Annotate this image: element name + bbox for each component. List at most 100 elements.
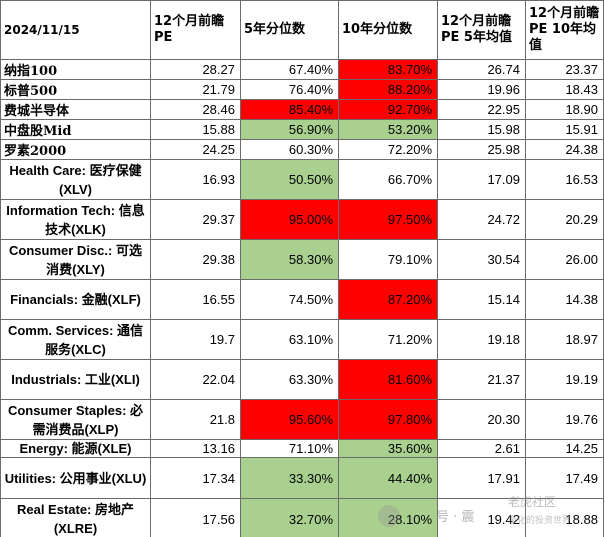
row-name: 纳指100: [0, 59, 151, 80]
cell-5y-percentile: 63.10%: [240, 319, 339, 360]
cell-forward-pe: 16.55: [150, 279, 241, 320]
cell-forward-pe: 28.27: [150, 59, 241, 80]
cell-10y-average: 19.19: [525, 359, 604, 400]
row-name: 标普500: [0, 79, 151, 100]
cell-10y-average: 23.37: [525, 59, 604, 80]
cell-forward-pe: 29.38: [150, 239, 241, 280]
cell-5y-average: 24.72: [437, 199, 526, 240]
row-name: Real Estate: 房地产(XLRE): [0, 498, 151, 537]
cell-10y-percentile: 92.70%: [338, 99, 438, 120]
cell-5y-percentile: 71.10%: [240, 439, 339, 458]
table-row: Real Estate: 房地产(XLRE) 17.56 32.70% 28.10% 1…: [0, 498, 604, 537]
header-5y-percentile: 5年分位数: [240, 0, 339, 60]
cell-5y-average: 21.37: [437, 359, 526, 400]
cell-10y-percentile: 87.20%: [338, 279, 438, 320]
cell-10y-average: 16.53: [525, 159, 604, 200]
cell-5y-average: 19.18: [437, 319, 526, 360]
cell-5y-percentile: 63.30%: [240, 359, 339, 400]
table-row: Consumer Disc.: 可选消费(XLY) 29.38 58.30% 79.1…: [0, 239, 604, 280]
row-name: 费城半导体: [0, 99, 151, 120]
row-name: Utilities: 公用事业(XLU): [0, 457, 151, 499]
cell-5y-percentile: 32.70%: [240, 498, 339, 537]
cell-5y-average: 30.54: [437, 239, 526, 280]
table-row: Comm. Services: 通信服务(XLC) 19.7 63.10% 71.20…: [0, 319, 604, 360]
cell-10y-average: 14.38: [525, 279, 604, 320]
cell-10y-percentile: 81.60%: [338, 359, 438, 400]
cell-10y-average: 18.88: [525, 498, 604, 537]
cell-5y-percentile: 58.30%: [240, 239, 339, 280]
table-row: 费城半导体 28.46 85.40% 92.70% 22.95 18.90: [0, 99, 604, 120]
row-name: Comm. Services: 通信服务(XLC): [0, 319, 151, 360]
table-row: Information Tech: 信息技术(XLK) 29.37 95.00% 97…: [0, 199, 604, 240]
table-row: Consumer Staples: 必需消费品(XLP) 21.8 95.60% 97…: [0, 399, 604, 440]
cell-5y-percentile: 95.60%: [240, 399, 339, 440]
cell-5y-percentile: 85.40%: [240, 99, 339, 120]
table-row: Utilities: 公用事业(XLU) 17.34 33.30% 44.40% 17.…: [0, 457, 604, 499]
cell-10y-average: 18.43: [525, 79, 604, 100]
header-10y-average: 12个月前瞻PE 10年均值: [525, 0, 604, 60]
cell-forward-pe: 17.34: [150, 457, 241, 499]
cell-10y-percentile: 53.20%: [338, 119, 438, 140]
row-name: Energy: 能源(XLE): [0, 439, 151, 458]
cell-5y-percentile: 50.50%: [240, 159, 339, 200]
row-name: Industrials: 工业(XLI): [0, 359, 151, 400]
cell-5y-average: 25.98: [437, 139, 526, 160]
table-row: Industrials: 工业(XLI) 22.04 63.30% 81.60% 21.…: [0, 359, 604, 400]
cell-10y-average: 15.91: [525, 119, 604, 140]
cell-10y-average: 24.38: [525, 139, 604, 160]
cell-5y-percentile: 67.40%: [240, 59, 339, 80]
cell-5y-average: 26.74: [437, 59, 526, 80]
cell-10y-percentile: 28.10%: [338, 498, 438, 537]
cell-5y-percentile: 33.30%: [240, 457, 339, 499]
table-row: Financials: 金融(XLF) 16.55 74.50% 87.20% 15.1…: [0, 279, 604, 320]
header-forward-pe: 12个月前瞻PE: [150, 0, 241, 60]
cell-forward-pe: 22.04: [150, 359, 241, 400]
table-row: 纳指100 28.27 67.40% 83.70% 26.74 23.37: [0, 59, 604, 80]
table-row: Energy: 能源(XLE) 13.16 71.10% 35.60% 2.61 14.2…: [0, 439, 604, 458]
header-row: 2024/11/15 12个月前瞻PE 5年分位数 10年分位数 12个月前瞻P…: [0, 0, 604, 60]
cell-10y-percentile: 71.20%: [338, 319, 438, 360]
row-name: 中盘股Mid: [0, 119, 151, 140]
cell-5y-average: 20.30: [437, 399, 526, 440]
row-name: Consumer Staples: 必需消费品(XLP): [0, 399, 151, 440]
cell-5y-average: 19.42: [437, 498, 526, 537]
cell-5y-average: 15.98: [437, 119, 526, 140]
cell-5y-percentile: 56.90%: [240, 119, 339, 140]
cell-5y-average: 22.95: [437, 99, 526, 120]
table-row: 中盘股Mid 15.88 56.90% 53.20% 15.98 15.91: [0, 119, 604, 140]
row-name: 罗素2000: [0, 139, 151, 160]
cell-5y-average: 2.61: [437, 439, 526, 458]
cell-forward-pe: 15.88: [150, 119, 241, 140]
cell-forward-pe: 24.25: [150, 139, 241, 160]
cell-10y-percentile: 79.10%: [338, 239, 438, 280]
cell-forward-pe: 19.7: [150, 319, 241, 360]
row-name: Financials: 金融(XLF): [0, 279, 151, 320]
cell-forward-pe: 16.93: [150, 159, 241, 200]
cell-10y-average: 14.25: [525, 439, 604, 458]
cell-10y-percentile: 66.70%: [338, 159, 438, 200]
cell-5y-average: 15.14: [437, 279, 526, 320]
cell-10y-percentile: 83.70%: [338, 59, 438, 80]
row-name: Health Care: 医疗保健(XLV): [0, 159, 151, 200]
cell-5y-percentile: 95.00%: [240, 199, 339, 240]
row-name: Information Tech: 信息技术(XLK): [0, 199, 151, 240]
cell-10y-average: 18.90: [525, 99, 604, 120]
table-body: 纳指100 28.27 67.40% 83.70% 26.74 23.37 标普500 21.…: [0, 59, 604, 537]
cell-forward-pe: 29.37: [150, 199, 241, 240]
cell-5y-percentile: 74.50%: [240, 279, 339, 320]
cell-5y-average: 17.09: [437, 159, 526, 200]
header-10y-percentile: 10年分位数: [338, 0, 438, 60]
table-row: Health Care: 医疗保健(XLV) 16.93 50.50% 66.70% 1…: [0, 159, 604, 200]
row-name: Consumer Disc.: 可选消费(XLY): [0, 239, 151, 280]
cell-10y-percentile: 44.40%: [338, 457, 438, 499]
header-date: 2024/11/15: [0, 0, 151, 60]
cell-5y-percentile: 76.40%: [240, 79, 339, 100]
cell-5y-average: 17.91: [437, 457, 526, 499]
cell-forward-pe: 17.56: [150, 498, 241, 537]
header-5y-average: 12个月前瞻PE 5年均值: [437, 0, 526, 60]
table-row: 罗素2000 24.25 60.30% 72.20% 25.98 24.38: [0, 139, 604, 160]
cell-5y-percentile: 60.30%: [240, 139, 339, 160]
table-row: 标普500 21.79 76.40% 88.20% 19.96 18.43: [0, 79, 604, 100]
